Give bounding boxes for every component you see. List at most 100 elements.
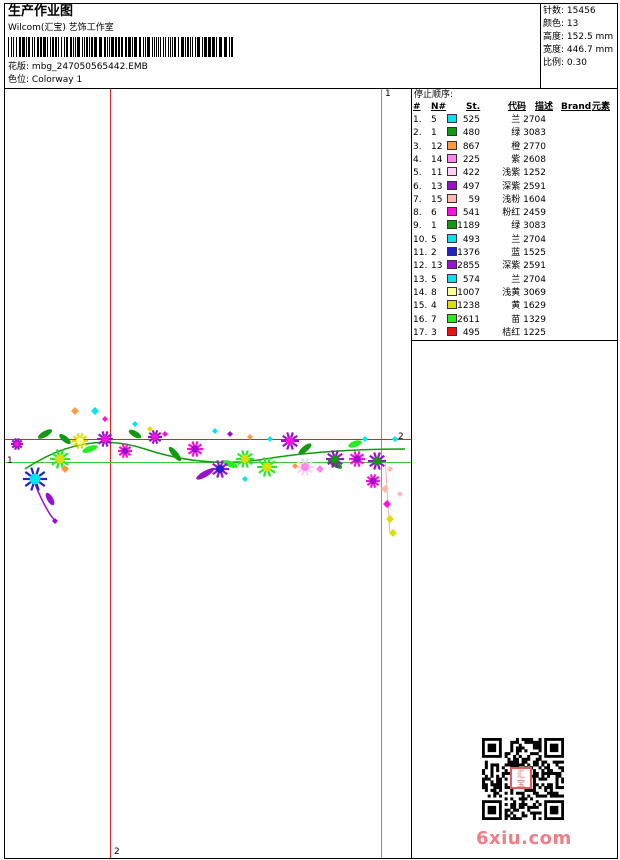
sequence-code: 深紫 2591 xyxy=(502,261,546,272)
sequence-stitches: 493 xyxy=(462,234,480,245)
diamond-motif xyxy=(132,421,138,427)
sequence-needle: 11 xyxy=(431,168,443,179)
color-swatch xyxy=(447,233,457,243)
page-title: 生产作业图 xyxy=(8,4,74,19)
color-swatch xyxy=(447,273,457,283)
flower-center xyxy=(369,477,377,485)
sequence-code: 绿 3083 xyxy=(511,221,546,232)
color-swatch xyxy=(447,153,457,163)
diamond-motif xyxy=(71,407,79,415)
guide-label-red-right: 2 xyxy=(398,432,404,442)
sequence-stitches: 59 xyxy=(468,194,480,205)
sequence-index: 4. xyxy=(413,154,422,165)
leaf-motif xyxy=(298,443,312,455)
sequence-index: 9. xyxy=(413,221,422,232)
sequence-needle: 5 xyxy=(431,115,437,125)
leaf-motif xyxy=(128,429,142,439)
flower-center xyxy=(300,462,310,472)
diamond-motif xyxy=(61,465,69,473)
color-swatch xyxy=(447,247,457,256)
sequence-index: 16. xyxy=(413,314,428,325)
seal-stamp: 汇宝 xyxy=(510,767,532,789)
sequence-title: 停止顺序: xyxy=(414,90,454,100)
design-file-label: 花版: xyxy=(8,62,30,72)
stat-label: 颜色: xyxy=(543,19,565,29)
sequence-index: 6. xyxy=(413,181,422,192)
flower-center xyxy=(353,455,361,463)
sequence-stitches: 497 xyxy=(462,181,480,192)
guide-label-green-top: 1 xyxy=(385,89,391,99)
frame-left xyxy=(4,3,5,859)
diamond-motif xyxy=(389,529,397,537)
flower-center xyxy=(215,464,225,474)
sequence-code: 兰 2704 xyxy=(511,274,546,285)
barcode-graphic xyxy=(8,37,233,57)
sequence-stitches: 1189 xyxy=(457,221,480,232)
sequence-stitches: 1376 xyxy=(457,248,480,258)
sequence-stitches: 574 xyxy=(462,274,480,285)
stat-colors: 颜色: 13 xyxy=(543,19,578,30)
sequence-row: 7. 15 59 浅粉 1604 xyxy=(412,193,618,207)
col-needle: N# xyxy=(431,102,447,112)
leaf-motif xyxy=(222,460,238,468)
frame-top xyxy=(4,3,618,4)
guide-label-red-bottom: 2 xyxy=(114,847,120,857)
diamond-motif xyxy=(52,518,58,524)
seal-text: 汇宝 xyxy=(517,770,525,788)
colorway-line: 色位: Colorway 1 xyxy=(8,75,82,86)
panel-divider xyxy=(411,88,412,859)
sequence-needle: 2 xyxy=(431,248,437,258)
sequence-index: 11. xyxy=(413,248,428,258)
sequence-code: 浅粉 1604 xyxy=(502,194,546,205)
stat-stitches: 针数: 15456 xyxy=(543,6,596,17)
sequence-code: 兰 2704 xyxy=(511,234,546,245)
sequence-code: 黄 1629 xyxy=(511,301,546,312)
header-divider xyxy=(4,88,618,89)
sequence-needle: 5 xyxy=(431,274,437,285)
sequence-code: 浅黄 3069 xyxy=(502,287,546,298)
col-stitches: St. xyxy=(466,102,481,112)
diamond-motif xyxy=(386,515,394,523)
diamond-motif xyxy=(242,476,248,482)
flower-center xyxy=(76,437,84,445)
sequence-needle: 8 xyxy=(431,287,437,298)
leaf-motif xyxy=(37,429,53,439)
sequence-code: 浅紫 1252 xyxy=(502,168,546,179)
diamond-motif xyxy=(392,436,398,442)
flower-center xyxy=(262,462,272,472)
sequence-row: 14. 8 1007 浅黄 3069 xyxy=(412,286,618,300)
diamond-motif xyxy=(227,431,233,437)
sequence-needle: 3 xyxy=(431,327,437,338)
studio-name: Wilcom(汇宝) 艺饰工作室 xyxy=(8,23,114,33)
leaf-motif xyxy=(45,492,55,506)
sequence-needle: 1 xyxy=(431,221,437,232)
stat-label: 宽度: xyxy=(543,45,565,55)
col-desc: 描述 xyxy=(535,102,554,112)
sequence-row: 4. 14 225 紫 2608 xyxy=(412,153,618,167)
sequence-code: 绿 3083 xyxy=(511,128,546,139)
sequence-stitches: 2855 xyxy=(457,261,480,272)
sequence-needle: 13 xyxy=(431,261,443,272)
sequence-index: 5. xyxy=(413,168,422,179)
stat-value: 152.5 mm xyxy=(566,32,614,42)
sequence-index: 13. xyxy=(413,274,428,285)
sequence-index: 2. xyxy=(413,128,422,139)
stat-value: 13 xyxy=(566,19,579,29)
sequence-row: 16. 7 2611 苗 1329 xyxy=(412,313,618,327)
diamond-motif xyxy=(316,465,324,473)
sequence-code: 桔红 1225 xyxy=(502,327,546,338)
sequence-code: 粉红 2459 xyxy=(502,208,546,219)
stat-label: 高度: xyxy=(543,32,565,42)
colorway-label: 色位: xyxy=(8,75,30,85)
sequence-stitches: 867 xyxy=(462,141,480,152)
diamond-motif xyxy=(247,434,253,440)
floral-embroidery-border xyxy=(11,407,406,537)
sequence-code: 苗 1329 xyxy=(511,314,546,325)
color-swatch xyxy=(447,313,457,323)
diamond-motif xyxy=(397,491,403,497)
diamond-motif xyxy=(102,416,108,422)
sequence-row: 12. 13 2855 深紫 2591 xyxy=(412,260,618,273)
sequence-index: 7. xyxy=(413,194,422,205)
sequence-needle: 13 xyxy=(431,181,443,192)
